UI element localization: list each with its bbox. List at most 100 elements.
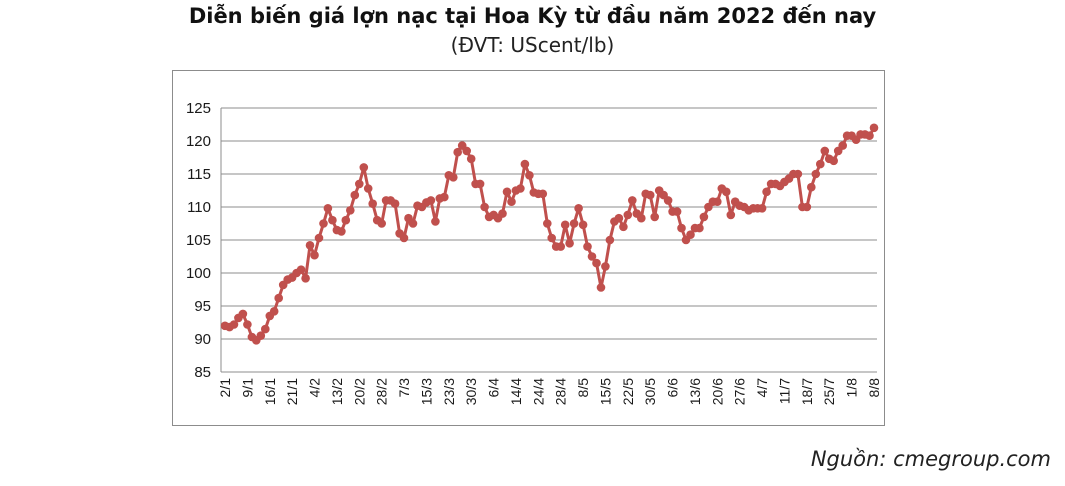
x-tick-label: 4/2 — [307, 378, 323, 398]
data-point — [390, 199, 400, 208]
y-tick-label: 110 — [187, 199, 211, 216]
x-tick-label: 18/7 — [799, 378, 815, 405]
x-tick-label: 15/5 — [597, 378, 613, 405]
x-tick-label: 13/6 — [687, 378, 703, 405]
y-tick-label: 125 — [186, 100, 211, 117]
y-tick-label: 120 — [186, 133, 211, 150]
y-tick-label: 115 — [187, 166, 211, 183]
data-point — [726, 210, 736, 220]
series-line — [224, 127, 876, 342]
data-point — [256, 331, 266, 341]
data-point — [238, 309, 248, 319]
x-tick-label: 24/4 — [530, 378, 546, 405]
data-point — [261, 324, 270, 334]
data-point — [480, 202, 489, 212]
x-tick-label: 2/1 — [217, 378, 233, 398]
data-point — [565, 239, 574, 248]
data-point — [645, 190, 655, 200]
data-point — [556, 242, 565, 251]
x-tick-label: 6/4 — [486, 378, 502, 398]
data-point — [619, 222, 628, 232]
x-tick-label: 8/5 — [575, 378, 591, 398]
x-tick-label: 30/5 — [642, 378, 658, 405]
data-point — [319, 219, 328, 228]
x-tick-label: 14/4 — [508, 378, 524, 405]
data-point — [865, 131, 874, 140]
data-point — [431, 217, 440, 226]
data-point — [547, 233, 556, 243]
data-point — [592, 258, 601, 268]
data-point — [574, 204, 583, 213]
y-tick-label: 95 — [194, 298, 211, 315]
data-point — [587, 252, 597, 261]
x-tick-label: 21/1 — [284, 378, 300, 405]
x-tick-label: 4/7 — [754, 378, 770, 398]
data-point — [677, 223, 686, 233]
data-point — [578, 220, 588, 230]
x-tick-label: 6/6 — [665, 378, 681, 398]
y-tick-label: 85 — [194, 364, 211, 381]
data-point — [337, 227, 346, 236]
x-tick-label: 28/2 — [374, 378, 390, 405]
data-point — [807, 182, 816, 192]
data-point — [722, 187, 731, 197]
data-point — [757, 204, 767, 213]
data-point — [269, 307, 279, 316]
data-point — [328, 215, 337, 225]
data-point — [520, 159, 530, 169]
chart-subtitle: (ĐVT: UScent/lb) — [450, 33, 615, 57]
data-point — [368, 199, 377, 208]
x-tick-label: 16/1 — [262, 378, 278, 405]
source-note: Nguồn: cmegroup.com — [810, 447, 1051, 471]
chart-title: Diễn biến giá lợn nạc tại Hoa Kỳ từ đầu … — [188, 4, 877, 28]
data-point — [695, 223, 704, 233]
data-point — [672, 207, 682, 216]
data-point — [628, 196, 637, 205]
line-chart: 85 90 95 100 105 110 115 120 125 2/1 9/1 16/1 21/1 4… — [186, 100, 882, 405]
x-tick-label: 1/8 — [844, 378, 860, 398]
data-point — [408, 219, 418, 228]
data-point — [811, 169, 821, 179]
data-point — [525, 171, 534, 180]
data-point — [243, 320, 252, 329]
data-point — [453, 147, 463, 157]
data-point — [462, 146, 472, 156]
data-point — [596, 283, 606, 292]
x-tick-label: 13/2 — [329, 378, 345, 405]
data-point — [310, 250, 319, 260]
data-point — [869, 123, 879, 133]
data-point — [614, 213, 624, 223]
data-point — [829, 156, 838, 166]
data-point — [543, 219, 552, 228]
x-tick-label: 7/3 — [396, 378, 412, 398]
data-point — [346, 206, 355, 215]
data-point — [301, 274, 310, 283]
data-point — [699, 212, 709, 222]
x-tick-label: 9/1 — [239, 378, 255, 398]
data-point — [229, 320, 239, 329]
data-point — [440, 192, 449, 202]
data-point — [538, 189, 548, 199]
data-point — [426, 196, 436, 205]
data-point — [569, 219, 579, 228]
data-point — [623, 210, 633, 220]
x-tick-label: 15/3 — [418, 378, 434, 405]
data-point — [637, 213, 646, 223]
chart-frame: 85 90 95 100 105 110 115 120 125 2/1 9/1 16/1 21/1 4… — [172, 70, 885, 426]
data-point — [650, 212, 659, 222]
data-point — [274, 293, 283, 303]
data-point — [605, 235, 615, 245]
x-tick-label: 25/7 — [821, 378, 837, 405]
x-tick-label: 8/8 — [866, 378, 882, 398]
data-point — [363, 184, 373, 193]
data-point — [816, 159, 825, 169]
x-tick-label: 28/4 — [553, 378, 569, 405]
data-point — [475, 179, 485, 189]
data-point — [355, 179, 364, 189]
data-point — [838, 141, 847, 150]
data-point — [305, 241, 315, 250]
data-point — [601, 262, 610, 271]
x-tick-label: 11/7 — [777, 378, 793, 404]
data-point — [583, 242, 592, 251]
x-tick-label: 27/6 — [732, 378, 748, 405]
